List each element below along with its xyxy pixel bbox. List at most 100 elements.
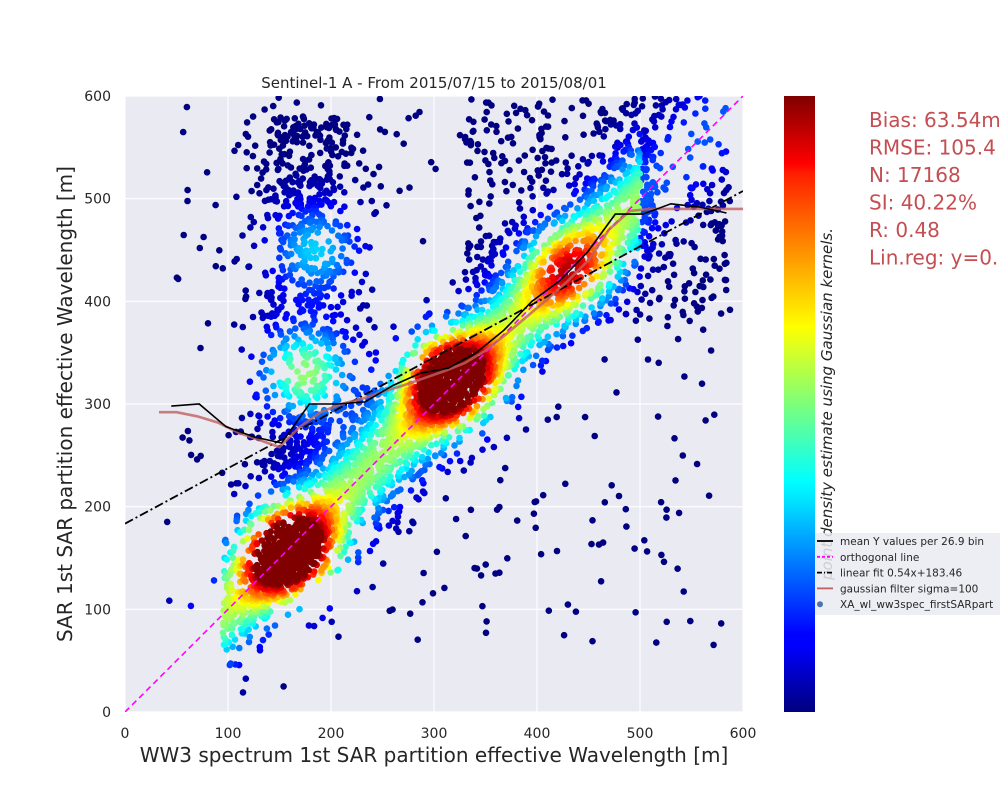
scatter-point bbox=[548, 266, 556, 274]
scatter-point bbox=[255, 412, 263, 420]
scatter-point bbox=[230, 321, 238, 328]
scatter-point bbox=[166, 597, 173, 604]
scatter-point bbox=[541, 153, 549, 161]
scatter-point bbox=[343, 256, 351, 264]
scatter-point bbox=[247, 410, 254, 418]
scatter-point bbox=[304, 203, 312, 210]
scatter-point bbox=[529, 206, 537, 214]
scatter-point bbox=[455, 287, 462, 295]
scatter-point bbox=[341, 189, 348, 196]
scatter-point bbox=[702, 256, 709, 263]
scatter-point bbox=[431, 452, 439, 459]
scatter-point bbox=[651, 96, 659, 100]
scatter-point bbox=[456, 457, 464, 465]
scatter-point bbox=[371, 439, 379, 447]
scatter-point bbox=[657, 149, 664, 157]
scatter-point bbox=[299, 307, 307, 315]
scatter-point bbox=[269, 433, 277, 441]
scatter-point bbox=[562, 480, 569, 488]
scatter-point bbox=[623, 523, 630, 530]
scatter-point bbox=[365, 316, 373, 324]
scatter-point bbox=[503, 187, 510, 195]
scatter-point bbox=[261, 461, 268, 469]
scatter-point bbox=[406, 527, 413, 535]
scatter-point bbox=[267, 331, 275, 339]
scatter-point bbox=[292, 591, 299, 598]
scatter-point bbox=[553, 547, 561, 555]
scatter-point bbox=[284, 477, 292, 484]
scatter-point bbox=[515, 414, 523, 422]
scatter-point bbox=[702, 105, 709, 112]
scatter-point bbox=[642, 159, 649, 166]
scatter-point bbox=[634, 336, 642, 344]
scatter-point bbox=[286, 271, 294, 279]
scatter-point bbox=[433, 548, 441, 556]
scatter-point bbox=[620, 195, 628, 203]
scatter-point bbox=[323, 293, 331, 300]
scatter-point bbox=[671, 435, 678, 442]
scatter-point bbox=[281, 285, 288, 293]
scatter-point bbox=[335, 633, 342, 640]
scatter-point bbox=[343, 125, 350, 133]
scatter-point bbox=[717, 310, 725, 317]
scatter-point bbox=[163, 518, 171, 526]
scatter-point bbox=[368, 366, 375, 374]
scatter-point bbox=[528, 253, 536, 260]
scatter-point bbox=[253, 181, 261, 189]
scatter-point bbox=[559, 342, 567, 350]
chart-title: Sentinel-1 A - From 2015/07/15 to 2015/0… bbox=[261, 74, 607, 92]
scatter-point bbox=[664, 313, 672, 321]
scatter-point bbox=[558, 217, 566, 225]
scatter-point bbox=[465, 244, 473, 252]
scatter-point bbox=[323, 176, 331, 183]
scatter-point bbox=[378, 404, 385, 412]
scatter-point bbox=[699, 221, 707, 229]
scatter-point bbox=[323, 353, 330, 360]
scatter-point bbox=[355, 160, 363, 167]
scatter-point bbox=[468, 96, 475, 103]
scatter-point bbox=[567, 339, 575, 347]
scatter-point bbox=[323, 313, 330, 321]
scatter-point bbox=[598, 152, 606, 160]
scatter-point bbox=[582, 313, 589, 321]
scatter-point bbox=[353, 225, 361, 233]
scatter-point bbox=[564, 601, 572, 608]
scatter-point bbox=[470, 118, 477, 126]
scatter-point bbox=[486, 200, 493, 207]
scatter-point bbox=[369, 540, 377, 548]
scatter-point bbox=[561, 212, 569, 220]
scatter-point bbox=[339, 328, 346, 335]
scatter-point bbox=[400, 140, 408, 147]
scatter-point bbox=[705, 492, 713, 500]
scatter-point bbox=[424, 455, 432, 463]
scatter-point bbox=[392, 525, 400, 532]
scatter-point bbox=[228, 631, 236, 639]
scatter-point bbox=[268, 288, 276, 296]
scatter-point bbox=[290, 317, 297, 325]
scatter-point bbox=[603, 256, 611, 264]
scatter-point bbox=[259, 224, 267, 231]
scatter-point bbox=[229, 554, 236, 561]
scatter-point bbox=[504, 263, 512, 271]
scatter-point bbox=[530, 239, 538, 246]
scatter-point bbox=[575, 231, 582, 239]
scatter-point bbox=[690, 300, 698, 307]
scatter-point bbox=[604, 245, 612, 252]
scatter-point bbox=[562, 159, 570, 166]
scatter-point bbox=[534, 103, 542, 110]
scatter-point bbox=[655, 266, 662, 274]
scatter-point bbox=[460, 467, 468, 474]
scatter-point bbox=[544, 416, 552, 424]
scatter-point bbox=[218, 469, 226, 477]
scatter-point bbox=[321, 260, 329, 268]
scatter-point bbox=[241, 460, 249, 468]
scatter-point bbox=[355, 478, 363, 486]
scatter-point bbox=[248, 187, 255, 195]
scatter-point bbox=[383, 202, 390, 209]
scatter-point bbox=[264, 395, 271, 402]
scatter-point bbox=[553, 413, 560, 421]
scatter-point bbox=[680, 588, 687, 595]
scatter-point bbox=[287, 504, 295, 512]
scatter-point bbox=[285, 412, 293, 420]
scatter-point bbox=[261, 468, 269, 475]
